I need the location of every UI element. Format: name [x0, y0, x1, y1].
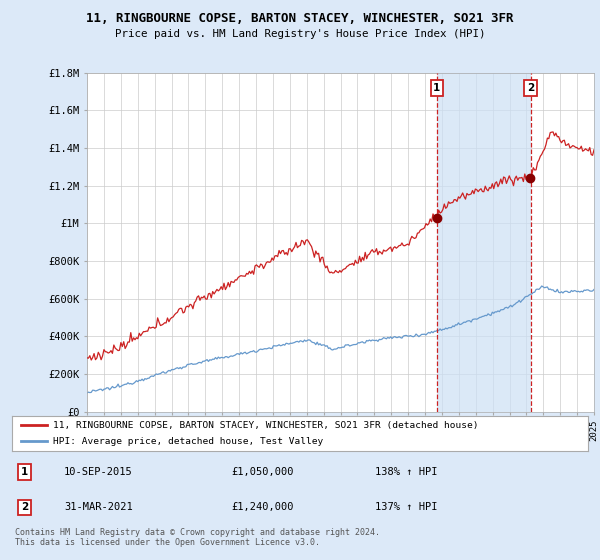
Text: £1,050,000: £1,050,000 [231, 467, 293, 477]
Text: 2: 2 [21, 502, 28, 512]
Text: 11, RINGBOURNE COPSE, BARTON STACEY, WINCHESTER, SO21 3FR: 11, RINGBOURNE COPSE, BARTON STACEY, WIN… [86, 12, 514, 25]
Text: HPI: Average price, detached house, Test Valley: HPI: Average price, detached house, Test… [53, 437, 324, 446]
Text: 1: 1 [21, 467, 28, 477]
Text: Price paid vs. HM Land Registry's House Price Index (HPI): Price paid vs. HM Land Registry's House … [115, 29, 485, 39]
Text: 137% ↑ HPI: 137% ↑ HPI [375, 502, 437, 512]
Text: 31-MAR-2021: 31-MAR-2021 [64, 502, 133, 512]
Bar [437, 73, 530, 412]
Text: £1,240,000: £1,240,000 [231, 502, 293, 512]
Text: 11, RINGBOURNE COPSE, BARTON STACEY, WINCHESTER, SO21 3FR (detached house): 11, RINGBOURNE COPSE, BARTON STACEY, WIN… [53, 421, 479, 430]
Text: Contains HM Land Registry data © Crown copyright and database right 2024.
This d: Contains HM Land Registry data © Crown c… [15, 528, 380, 548]
Text: 1: 1 [433, 83, 440, 93]
Text: 10-SEP-2015: 10-SEP-2015 [64, 467, 133, 477]
Text: 2: 2 [527, 83, 534, 93]
Text: 138% ↑ HPI: 138% ↑ HPI [375, 467, 437, 477]
